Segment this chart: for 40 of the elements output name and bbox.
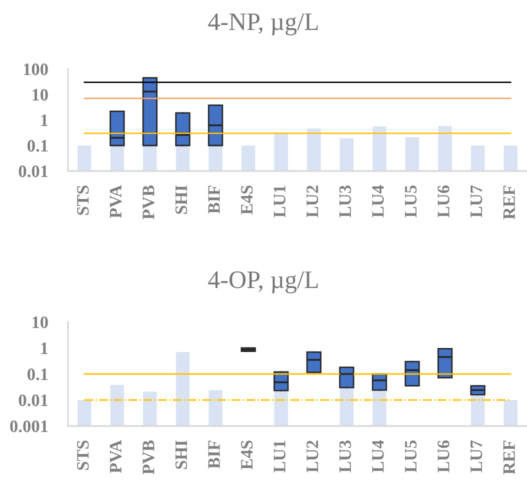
- chart-title: 4-OP, µg/L: [208, 271, 318, 294]
- x-tick-label: LU2: [306, 440, 318, 472]
- x-tick-label: LU3: [339, 185, 352, 218]
- y-tick-label: 10: [32, 316, 48, 328]
- x-tick-label: REF: [503, 186, 515, 220]
- chart-title: 4-NP, µg/L: [208, 13, 318, 36]
- x-tick-label: PVB: [142, 440, 154, 474]
- x-tick-label: SHI: [175, 440, 188, 469]
- x-tick-label: LU3: [339, 440, 352, 472]
- x-tick-label: LU2: [306, 186, 318, 218]
- x-tick-label: BIF: [208, 186, 220, 214]
- x-tick-label: LU4: [372, 440, 384, 472]
- x-tick-label: LU5: [405, 440, 417, 472]
- y-tick-label: 1: [41, 114, 48, 126]
- x-tick-label: BIF: [208, 440, 220, 469]
- y-tick-label: 0.01: [18, 165, 48, 178]
- x-tick-label: LU1: [274, 440, 286, 472]
- y-tick-label: 1: [41, 342, 48, 354]
- x-tick-label: REF: [503, 440, 515, 474]
- x-tick-label: E4S: [241, 186, 253, 215]
- x-tick-label: STS: [77, 440, 89, 470]
- x-tick-label: E4S: [241, 440, 253, 470]
- x-tick-label: LU7: [470, 440, 482, 472]
- x-tick-label: LU4: [372, 185, 384, 218]
- x-tick-label: STS: [77, 186, 89, 215]
- x-tick-label: LU1: [274, 186, 286, 218]
- y-tick-label: 0.1: [28, 368, 48, 380]
- x-tick-label: LU5: [405, 186, 417, 218]
- y-tick-label: 0.1: [28, 140, 48, 152]
- x-tick-label: LU7: [470, 185, 482, 218]
- y-tick-label: 0.01: [18, 394, 48, 406]
- x-tick-label: SHI: [175, 185, 188, 214]
- y-tick-label: 0.001: [10, 420, 48, 432]
- y-tick-label: 10: [32, 88, 48, 101]
- x-tick-label: PVA: [110, 185, 122, 218]
- x-tick-label: LU6: [438, 185, 450, 218]
- x-tick-label: PVB: [142, 185, 154, 220]
- x-tick-label: PVA: [110, 440, 122, 474]
- y-tick-label: 100: [24, 63, 48, 76]
- x-tick-label: LU6: [438, 440, 450, 472]
